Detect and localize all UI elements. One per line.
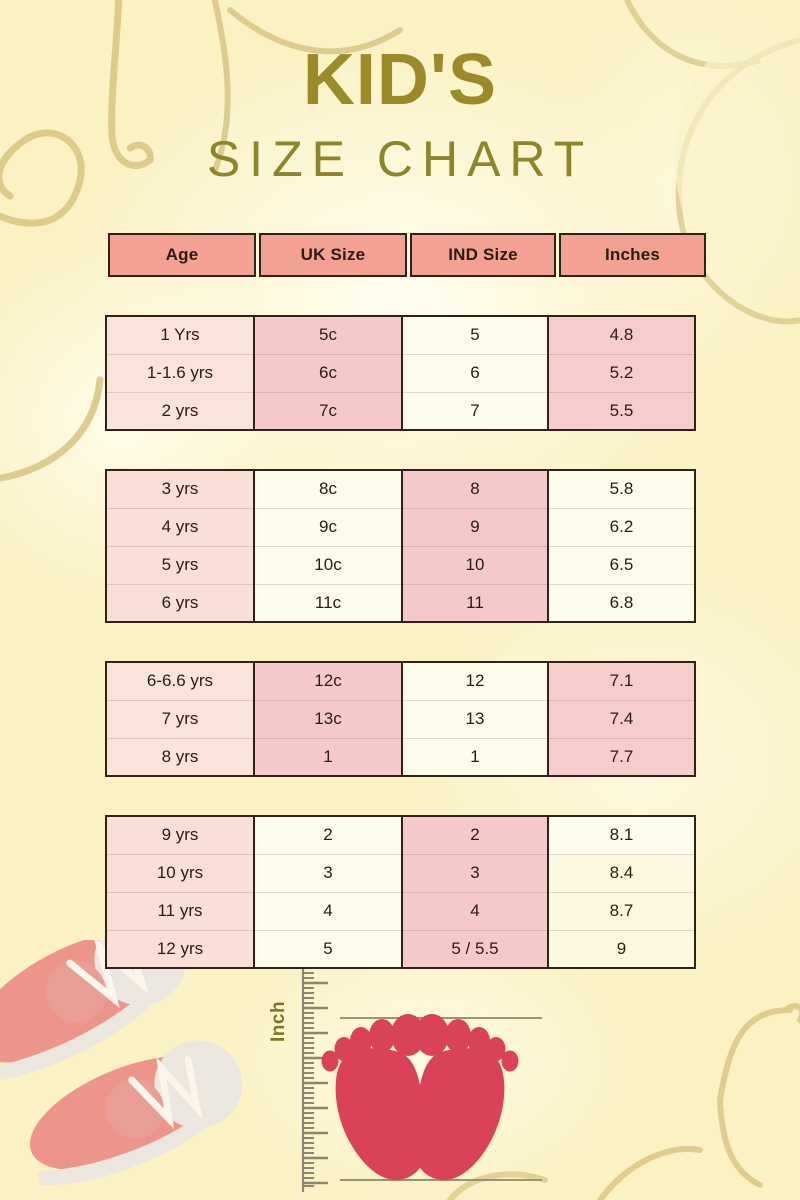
cell-ind: 4 [402,892,549,931]
cell-ind: 5 / 5.5 [402,930,549,968]
cell-inches: 5.5 [548,392,695,430]
cell-age: 6 yrs [106,584,255,622]
cell-uk: 3 [254,854,403,893]
block-spacer [105,623,694,661]
cell-inches: 6.5 [548,546,695,585]
cell-uk: 4 [254,892,403,931]
cell-inches: 8.7 [548,892,695,931]
table-block-1: 1 Yrs 5c 5 4.8 1-1.6 yrs 6c 6 5.2 2 yrs … [105,315,696,431]
size-chart-tables: Age UK Size IND Size Inches 1 Yrs 5c 5 4… [105,233,706,969]
cell-ind: 1 [402,738,549,776]
column-header-ind: IND Size [410,233,556,277]
sneakers-icon [0,940,243,1186]
column-header-age: Age [108,233,256,277]
cell-ind: 12 [402,662,549,701]
cell-inches: 4.8 [548,316,695,355]
cell-inches: 6.2 [548,508,695,547]
cell-age: 1-1.6 yrs [106,354,255,393]
cell-inches: 5.8 [548,470,695,509]
measurement-illustration [0,940,542,1192]
cell-uk: 9c [254,508,403,547]
block-spacer [105,431,694,469]
cell-age: 2 yrs [106,392,255,430]
title-main: KID'S [302,40,498,120]
table-row: 2 yrs 7c 7 5.5 [106,392,695,430]
cell-age: 5 yrs [106,546,255,585]
cell-age: 10 yrs [106,854,255,893]
cell-uk: 13c [254,700,403,739]
table-row: 8 yrs 1 1 7.7 [106,738,695,776]
footprints-icon [321,1014,519,1180]
cell-age: 6-6.6 yrs [106,662,255,701]
block-spacer [105,277,694,315]
cell-inches: 7.4 [548,700,695,739]
cell-uk: 5c [254,316,403,355]
table-row: 9 yrs 2 2 8.1 [106,816,695,855]
table-row: 3 yrs 8c 8 5.8 [106,470,695,509]
cell-inches: 6.8 [548,584,695,622]
table-block-4: 9 yrs 2 2 8.1 10 yrs 3 3 8.4 11 yrs 4 4 … [105,815,696,969]
table-row: 4 yrs 9c 9 6.2 [106,508,695,547]
cell-age: 11 yrs [106,892,255,931]
table-header: Age UK Size IND Size Inches [105,233,709,277]
ruler-unit-label: Inch [268,1000,289,1042]
column-header-uk: UK Size [259,233,407,277]
cell-uk: 6c [254,354,403,393]
block-spacer [105,777,694,815]
table-row: 5 yrs 10c 10 6.5 [106,546,695,585]
cell-ind: 5 [402,316,549,355]
cell-ind: 2 [402,816,549,855]
cell-ind: 13 [402,700,549,739]
column-header-inches: Inches [559,233,706,277]
cell-uk: 7c [254,392,403,430]
cell-inches: 8.1 [548,816,695,855]
cell-ind: 6 [402,354,549,393]
cell-age: 4 yrs [106,508,255,547]
cell-inches: 7.1 [548,662,695,701]
cell-age: 9 yrs [106,816,255,855]
table-row: 1 Yrs 5c 5 4.8 [106,316,695,355]
page-title: KID'S SIZE CHART [0,44,800,184]
cell-inches: 5.2 [548,354,695,393]
table-row: 10 yrs 3 3 8.4 [106,854,695,893]
cell-ind: 8 [402,470,549,509]
cell-ind: 7 [402,392,549,430]
title-subtitle: SIZE CHART [206,131,594,187]
table-row: 6-6.6 yrs 12c 12 7.1 [106,662,695,701]
cell-uk: 10c [254,546,403,585]
ruler-icon [301,956,328,1192]
cell-inches: 9 [548,930,695,968]
cell-ind: 9 [402,508,549,547]
cell-age: 12 yrs [106,930,255,968]
cell-inches: 7.7 [548,738,695,776]
table-row: 7 yrs 13c 13 7.4 [106,700,695,739]
header-row: Age UK Size IND Size Inches [108,233,706,277]
cell-uk: 5 [254,930,403,968]
table-row: 6 yrs 11c 11 6.8 [106,584,695,622]
cell-uk: 8c [254,470,403,509]
table-row: 12 yrs 5 5 / 5.5 9 [106,930,695,968]
cell-age: 3 yrs [106,470,255,509]
cell-age: 7 yrs [106,700,255,739]
cell-age: 1 Yrs [106,316,255,355]
table-block-3: 6-6.6 yrs 12c 12 7.1 7 yrs 13c 13 7.4 8 … [105,661,696,777]
cell-uk: 2 [254,816,403,855]
table-row: 1-1.6 yrs 6c 6 5.2 [106,354,695,393]
cell-inches: 8.4 [548,854,695,893]
cell-ind: 3 [402,854,549,893]
cell-ind: 10 [402,546,549,585]
cell-uk: 1 [254,738,403,776]
table-row: 11 yrs 4 4 8.7 [106,892,695,931]
cell-uk: 12c [254,662,403,701]
cell-uk: 11c [254,584,403,622]
table-block-2: 3 yrs 8c 8 5.8 4 yrs 9c 9 6.2 5 yrs 10c … [105,469,696,623]
cell-ind: 11 [402,584,549,622]
cell-age: 8 yrs [106,738,255,776]
